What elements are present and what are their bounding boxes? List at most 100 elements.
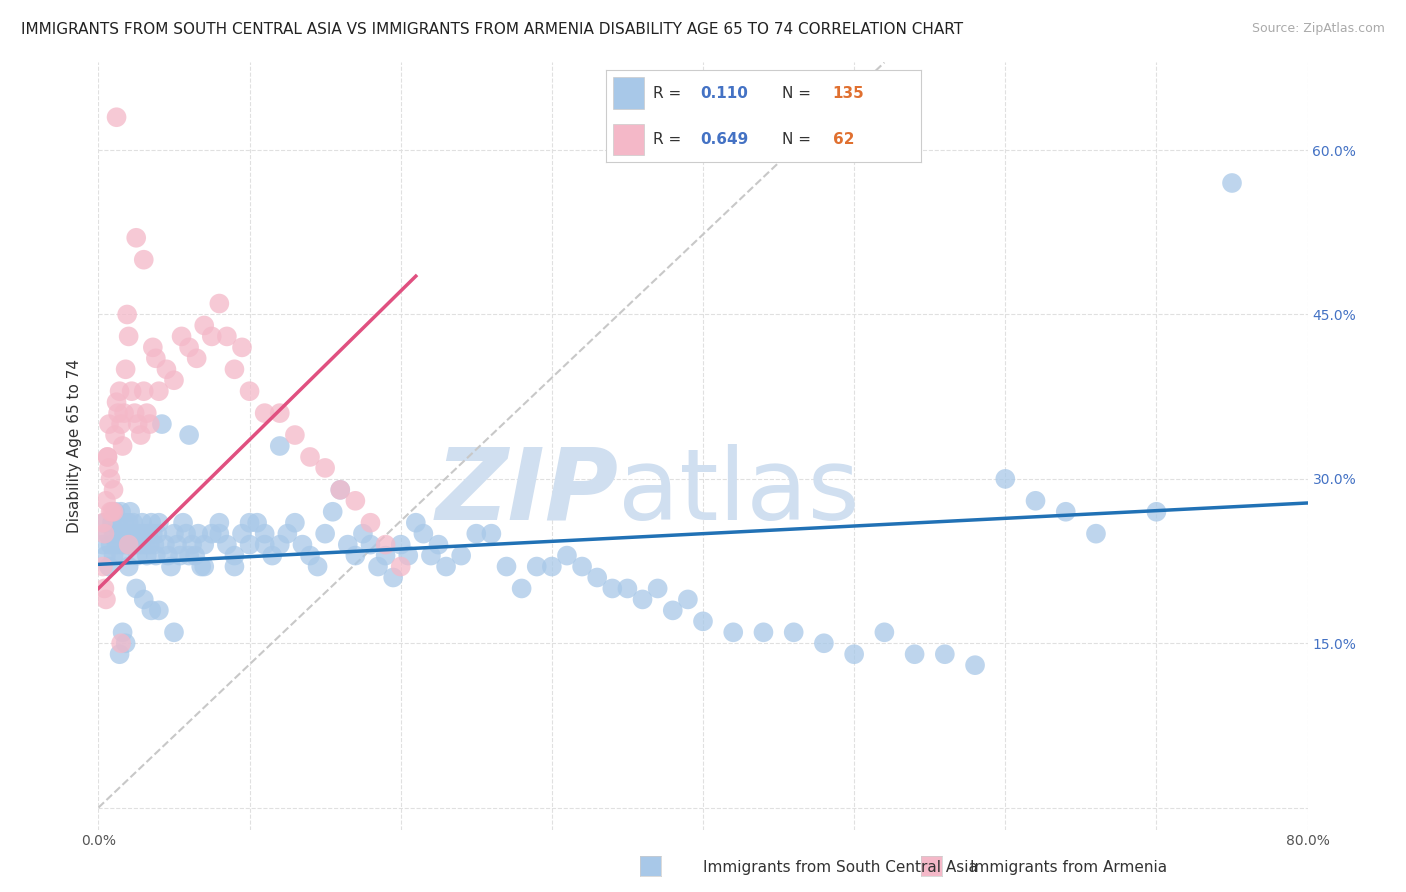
Point: [231, 526, 253, 541]
Point: [253, 406, 276, 420]
Point: [104, 428, 127, 442]
Point: [135, 549, 157, 563]
Point: [163, 373, 186, 387]
Point: [118, 538, 141, 552]
Point: [374, 538, 396, 552]
Point: [100, 472, 122, 486]
Point: [94, 493, 117, 508]
Point: [94, 592, 117, 607]
Point: [208, 516, 231, 530]
Point: [124, 406, 146, 420]
Point: [110, 636, 132, 650]
Point: [129, 428, 152, 442]
Point: [201, 329, 224, 343]
Point: [148, 516, 170, 530]
Point: [166, 538, 188, 552]
Point: [329, 483, 352, 497]
Point: [93, 516, 115, 530]
Point: [91, 538, 114, 552]
Point: [239, 516, 262, 530]
Point: [412, 526, 434, 541]
Point: [190, 559, 212, 574]
Point: [314, 461, 336, 475]
Point: [571, 559, 593, 574]
Point: [118, 526, 141, 541]
Point: [112, 516, 135, 530]
Point: [994, 472, 1017, 486]
Point: [146, 526, 169, 541]
Point: [352, 526, 374, 541]
Point: [105, 395, 128, 409]
Point: [129, 538, 152, 552]
Point: [224, 559, 246, 574]
Point: [336, 538, 359, 552]
Point: [427, 538, 450, 552]
Point: [143, 538, 166, 552]
Point: [145, 351, 167, 366]
Point: [208, 526, 231, 541]
Point: [114, 636, 136, 650]
Point: [108, 526, 131, 541]
Point: [1085, 526, 1108, 541]
Point: [495, 559, 517, 574]
Point: [127, 549, 149, 563]
Point: [239, 384, 262, 399]
Point: [115, 538, 138, 552]
Point: [105, 538, 128, 552]
Point: [179, 340, 201, 354]
Y-axis label: Disability Age 65 to 74: Disability Age 65 to 74: [67, 359, 83, 533]
Point: [374, 549, 396, 563]
Text: ZIP: ZIP: [436, 443, 619, 541]
Point: [103, 505, 125, 519]
Point: [169, 549, 191, 563]
Point: [105, 110, 128, 124]
Point: [111, 538, 134, 552]
Point: [91, 559, 114, 574]
Point: [193, 318, 215, 333]
Point: [103, 549, 125, 563]
Point: [163, 625, 186, 640]
Point: [101, 505, 124, 519]
Point: [107, 406, 129, 420]
Point: [103, 526, 125, 541]
Point: [127, 417, 149, 431]
Point: [98, 559, 121, 574]
Point: [269, 406, 291, 420]
Point: [121, 538, 143, 552]
Point: [215, 538, 238, 552]
Point: [1024, 493, 1046, 508]
Point: [360, 516, 382, 530]
Point: [121, 384, 143, 399]
Point: [132, 252, 155, 267]
Point: [360, 538, 382, 552]
Point: [555, 549, 578, 563]
Point: [224, 362, 246, 376]
Point: [616, 582, 638, 596]
Point: [150, 417, 173, 431]
Point: [526, 559, 548, 574]
Point: [1144, 505, 1167, 519]
Point: [299, 549, 322, 563]
Point: [103, 483, 125, 497]
Point: [291, 538, 314, 552]
Point: [661, 603, 683, 617]
Point: [96, 450, 118, 464]
Point: [1220, 176, 1243, 190]
Point: [813, 636, 835, 650]
Point: [783, 625, 806, 640]
Point: [187, 526, 209, 541]
Point: [269, 538, 291, 552]
Point: [420, 549, 443, 563]
Point: [131, 516, 153, 530]
Point: [125, 231, 148, 245]
Point: [262, 549, 284, 563]
Point: [110, 549, 132, 563]
Point: [307, 559, 329, 574]
Point: [465, 526, 488, 541]
Text: Immigrants from South Central Asia: Immigrants from South Central Asia: [703, 860, 979, 874]
Point: [179, 549, 201, 563]
Point: [163, 526, 186, 541]
Point: [246, 516, 269, 530]
Point: [111, 439, 134, 453]
Point: [122, 516, 145, 530]
